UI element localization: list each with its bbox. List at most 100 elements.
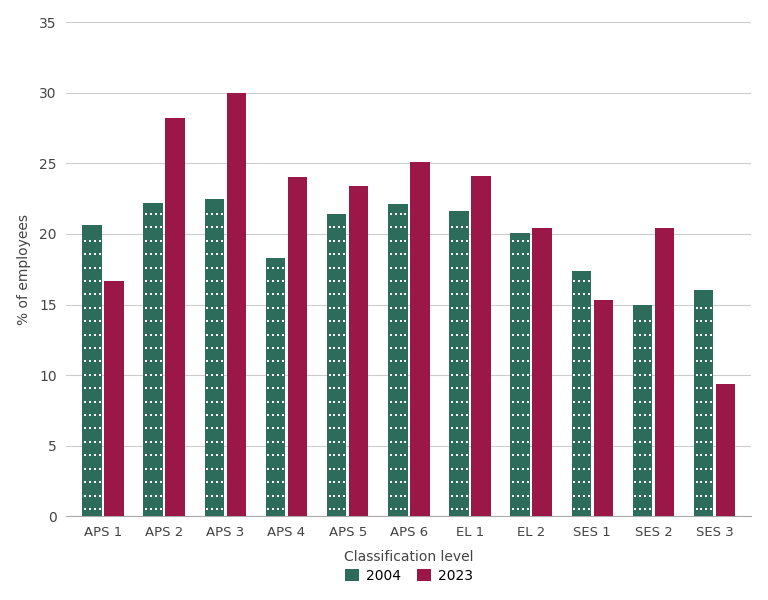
Point xyxy=(451,223,463,232)
Point xyxy=(521,410,534,420)
Point xyxy=(455,464,468,473)
Point xyxy=(272,451,284,460)
Point xyxy=(338,504,350,514)
Point xyxy=(385,478,397,487)
Point xyxy=(583,437,595,447)
Point xyxy=(84,250,96,259)
Point xyxy=(690,383,703,393)
Point xyxy=(216,290,228,299)
Point xyxy=(272,504,284,514)
Point xyxy=(644,491,656,500)
Point xyxy=(94,397,106,406)
Point xyxy=(211,290,223,299)
Point xyxy=(216,397,228,406)
Point xyxy=(211,343,223,353)
Point xyxy=(455,370,468,380)
Point xyxy=(211,410,223,420)
Point xyxy=(150,424,162,433)
Point xyxy=(88,303,101,313)
Point xyxy=(395,383,407,393)
Point xyxy=(338,370,350,380)
Point xyxy=(445,343,458,353)
Point xyxy=(573,370,585,380)
Point xyxy=(578,478,590,487)
Point xyxy=(705,397,717,406)
Point xyxy=(399,330,412,340)
Point xyxy=(88,424,101,433)
Point xyxy=(323,383,336,393)
Point xyxy=(445,478,458,487)
Point xyxy=(461,303,473,313)
Point xyxy=(445,290,458,299)
Point xyxy=(145,303,157,313)
Point xyxy=(323,276,336,286)
Point xyxy=(277,303,290,313)
Point xyxy=(338,316,350,326)
Point xyxy=(573,491,585,500)
Point xyxy=(88,410,101,420)
Point xyxy=(140,276,152,286)
Point xyxy=(272,478,284,487)
Point xyxy=(267,303,280,313)
Point xyxy=(695,504,707,514)
Point xyxy=(154,437,167,447)
Point xyxy=(263,410,275,420)
Point xyxy=(140,437,152,447)
Point xyxy=(445,504,458,514)
Point xyxy=(395,424,407,433)
Point xyxy=(644,343,656,353)
Point xyxy=(451,303,463,313)
Point xyxy=(695,451,707,460)
Point xyxy=(79,356,91,366)
Point xyxy=(461,290,473,299)
Point xyxy=(451,316,463,326)
Point xyxy=(154,491,167,500)
Point xyxy=(206,343,218,353)
Point xyxy=(263,303,275,313)
Point xyxy=(216,410,228,420)
Point xyxy=(583,290,595,299)
Point xyxy=(267,343,280,353)
Point xyxy=(385,263,397,272)
Point xyxy=(88,290,101,299)
X-axis label: Classification level: Classification level xyxy=(344,550,474,564)
Point xyxy=(451,263,463,272)
Point xyxy=(451,356,463,366)
Point xyxy=(511,316,524,326)
Point xyxy=(338,383,350,393)
Point xyxy=(88,330,101,340)
Point xyxy=(507,491,519,500)
Point xyxy=(88,250,101,259)
Point xyxy=(521,303,534,313)
Point xyxy=(705,303,717,313)
Point xyxy=(461,410,473,420)
Point xyxy=(568,424,581,433)
Bar xyxy=(227,93,247,517)
Y-axis label: % of employees: % of employees xyxy=(17,214,31,325)
Point xyxy=(639,451,651,460)
Point xyxy=(211,303,223,313)
Point xyxy=(568,343,581,353)
Point xyxy=(700,410,713,420)
Point xyxy=(333,250,346,259)
Point xyxy=(150,250,162,259)
Point xyxy=(507,276,519,286)
Point xyxy=(277,330,290,340)
Point xyxy=(445,383,458,393)
Point xyxy=(700,504,713,514)
Point xyxy=(695,478,707,487)
Point xyxy=(211,316,223,326)
Point xyxy=(690,356,703,366)
Point xyxy=(263,478,275,487)
Point xyxy=(385,383,397,393)
Point xyxy=(267,424,280,433)
Point xyxy=(517,451,529,460)
Point xyxy=(451,236,463,245)
Point xyxy=(211,356,223,366)
Point xyxy=(263,424,275,433)
Point xyxy=(150,290,162,299)
Point xyxy=(216,383,228,393)
Point xyxy=(94,276,106,286)
Point xyxy=(517,464,529,473)
Point xyxy=(338,410,350,420)
